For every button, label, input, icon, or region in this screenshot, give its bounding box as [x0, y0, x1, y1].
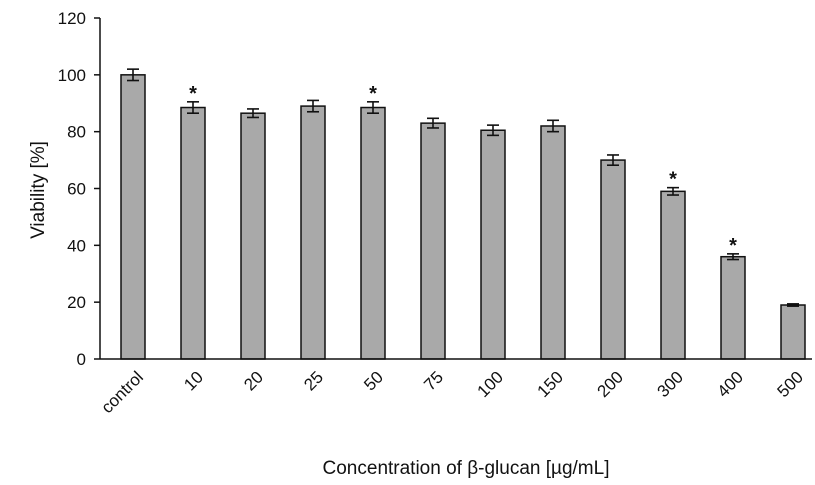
y-tick-label: 100	[58, 66, 86, 85]
x-tick-label: 25	[300, 368, 327, 395]
x-tick-label: 400	[714, 368, 747, 401]
x-tick-label: 300	[654, 368, 687, 401]
x-axis-title: Concentration of β-glucan [µg/mL]	[323, 458, 610, 479]
bar	[780, 304, 806, 360]
y-tick-label: 20	[67, 293, 86, 312]
error-bar	[427, 117, 439, 129]
y-tick-label: 40	[67, 236, 86, 255]
x-tick-label: 100	[474, 368, 507, 401]
bar	[240, 112, 266, 360]
x-tick-label: 200	[594, 368, 627, 401]
bar	[180, 106, 206, 360]
bar	[120, 74, 146, 360]
x-tick-label: 500	[774, 368, 807, 401]
significance-star: *	[369, 83, 377, 105]
bar	[480, 129, 506, 360]
y-axis-title: Viability [%]	[28, 141, 49, 239]
x-tick-label: 50	[360, 368, 387, 395]
x-axis-tick-labels: control 10 20 25 50 75 100 150 200 300 400 500	[98, 368, 808, 418]
error-bar	[787, 303, 799, 307]
x-tick-label: 10	[180, 368, 207, 395]
error-bar	[727, 253, 739, 261]
error-bar	[367, 101, 379, 114]
x-tick-label: 75	[420, 368, 447, 395]
x-tick-label: 150	[534, 368, 567, 401]
error-bar	[607, 154, 619, 166]
y-tick-label: 0	[77, 350, 86, 369]
significance-star: *	[669, 169, 677, 191]
bar	[600, 159, 626, 360]
error-bars	[127, 68, 799, 307]
bar	[420, 122, 446, 360]
error-bar	[127, 68, 139, 82]
error-bar	[487, 124, 499, 137]
error-bar	[187, 101, 199, 114]
y-axis-ticks: 0 20 40 60 80 100 120	[58, 9, 100, 369]
y-tick-label: 60	[67, 180, 86, 199]
x-tick-label: control	[98, 368, 148, 418]
bar	[660, 190, 686, 360]
error-bar	[667, 186, 679, 196]
bar	[360, 106, 386, 360]
x-tick-label: 20	[240, 368, 267, 395]
y-tick-label: 80	[67, 123, 86, 142]
significance-star: *	[189, 83, 197, 105]
bars	[120, 74, 806, 360]
bar	[300, 105, 326, 360]
error-bar	[307, 99, 319, 113]
bar	[720, 255, 746, 360]
significance-markers: * * * *	[189, 83, 737, 257]
significance-star: *	[729, 235, 737, 257]
error-bar	[247, 108, 259, 119]
bar	[540, 125, 566, 360]
error-bar	[547, 119, 559, 133]
y-tick-label: 120	[58, 9, 86, 28]
